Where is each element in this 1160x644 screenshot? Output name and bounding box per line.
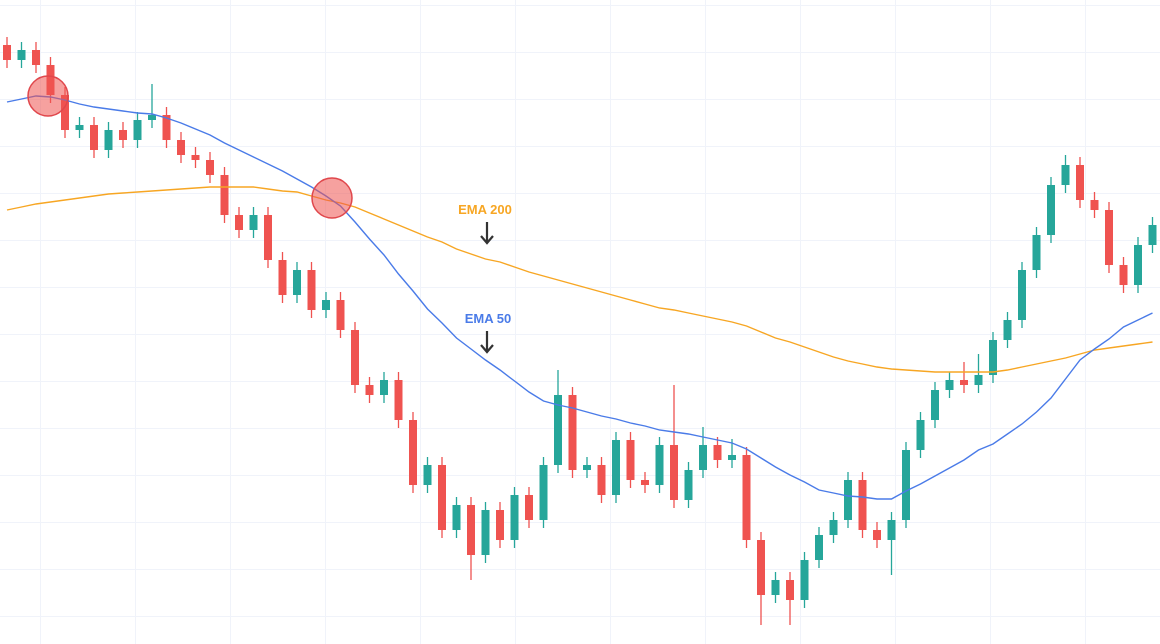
candle-body	[61, 95, 69, 130]
candle-body	[1148, 225, 1157, 245]
candle-body	[800, 560, 809, 600]
candle-body	[568, 395, 577, 470]
candle-body	[597, 465, 606, 495]
candle-body	[887, 520, 896, 540]
candle-body	[206, 160, 214, 175]
candle-body	[525, 495, 533, 520]
candle-body	[583, 465, 591, 470]
candle-body	[351, 330, 359, 385]
candle-body	[264, 215, 272, 260]
candle-body	[177, 140, 185, 155]
candle-body	[278, 260, 287, 295]
candle-body	[960, 380, 968, 385]
ema-line	[6, 186, 1153, 373]
candle-body	[742, 455, 751, 540]
candle-body	[162, 115, 171, 140]
candle-body	[133, 120, 142, 140]
candle-body	[684, 470, 693, 500]
candle-body	[3, 45, 11, 60]
candle-body	[90, 125, 98, 150]
candle-body	[554, 395, 562, 465]
candle-body	[191, 155, 200, 160]
candle-body	[902, 450, 910, 520]
crossover-marker	[311, 177, 353, 219]
candle-body	[815, 535, 823, 560]
arrow	[480, 331, 494, 354]
candle-body	[394, 380, 403, 420]
candle-body	[148, 115, 156, 120]
candle-body	[423, 465, 432, 485]
candle-body	[1032, 235, 1041, 270]
candle-body	[1003, 320, 1012, 340]
candle-body	[612, 440, 620, 495]
candle-body	[75, 125, 84, 130]
candle-body	[728, 455, 736, 460]
candle-body	[945, 380, 954, 390]
crossover-marker	[27, 75, 69, 117]
candle-body	[467, 505, 475, 555]
candle-body	[1090, 200, 1099, 210]
candle-body	[307, 270, 316, 310]
candle-body	[771, 580, 780, 595]
candle-body	[1076, 165, 1084, 200]
candle-body	[916, 420, 925, 450]
candle-body	[1119, 265, 1128, 285]
candle-body	[1047, 185, 1055, 235]
candle-body	[380, 380, 388, 395]
candle-body	[670, 445, 678, 500]
candle-body	[931, 390, 939, 420]
candle-body	[655, 445, 664, 485]
candle-body	[641, 480, 649, 485]
ema-line	[6, 95, 1153, 500]
candle-body	[496, 510, 504, 540]
candle-body	[452, 505, 461, 530]
candle-body	[757, 540, 765, 595]
candle-body	[17, 50, 26, 60]
candle-body	[829, 520, 838, 535]
candle-body	[510, 495, 519, 540]
candle-body	[235, 215, 243, 230]
ema-label: EMA 50	[465, 311, 511, 326]
candle-body	[32, 50, 40, 65]
candle-body	[365, 385, 374, 395]
ema-lines	[6, 95, 1153, 500]
candle-body	[873, 530, 881, 540]
candles	[3, 37, 1157, 625]
candle-body	[699, 445, 707, 470]
candle-body	[1105, 210, 1113, 265]
candle-body	[438, 465, 446, 530]
candle-body	[858, 480, 867, 530]
candle-body	[336, 300, 345, 330]
ema-label: EMA 200	[458, 202, 512, 217]
candle-body	[1061, 165, 1070, 185]
candle-body	[1018, 270, 1026, 320]
candle-body	[409, 420, 417, 485]
candle-body	[626, 440, 635, 480]
candle-body	[1134, 245, 1142, 285]
candle-body	[104, 130, 113, 150]
candle-body	[481, 510, 490, 555]
candle-body	[119, 130, 127, 140]
candle-body	[974, 375, 983, 385]
candle-body	[786, 580, 794, 600]
arrow	[480, 222, 494, 245]
candle-body	[293, 270, 301, 295]
candle-body	[220, 175, 229, 215]
candle-body	[539, 465, 548, 520]
candle-body	[989, 340, 997, 375]
candle-body	[249, 215, 258, 230]
candle-body	[713, 445, 722, 460]
candle-body	[322, 300, 330, 310]
candle-body	[844, 480, 852, 520]
